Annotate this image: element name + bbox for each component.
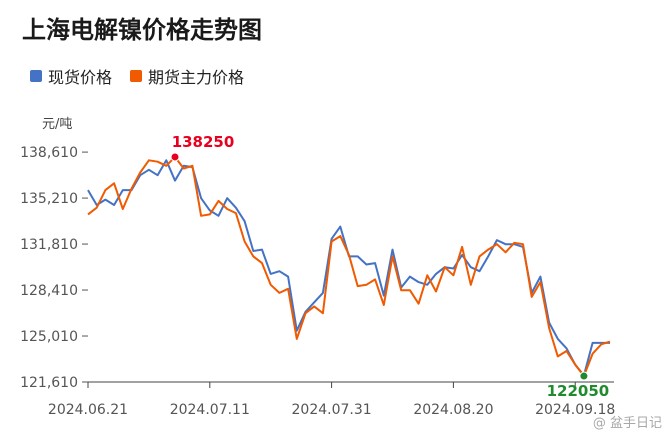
min-value-label: 122050 bbox=[547, 382, 610, 400]
legend-swatch-futures bbox=[130, 70, 143, 82]
x-tick-label: 2024.09.18 bbox=[535, 402, 615, 418]
y-tick-label: 121,610 bbox=[20, 375, 78, 391]
legend-item-futures[interactable]: 期货主力价格 bbox=[130, 64, 244, 88]
min-point-marker bbox=[579, 371, 589, 381]
legend: 现货价格 期货主力价格 bbox=[30, 64, 244, 88]
y-tick-label: 135,210 bbox=[20, 191, 78, 207]
y-tick-label: 125,010 bbox=[20, 329, 78, 345]
max-point-marker bbox=[170, 152, 180, 162]
series-line-futures bbox=[87, 156, 611, 377]
y-tick-label: 138,610 bbox=[20, 145, 78, 161]
x-tick-label: 2024.06.21 bbox=[48, 402, 128, 418]
legend-label-futures: 期货主力价格 bbox=[148, 68, 245, 87]
max-value-label: 138250 bbox=[172, 133, 235, 151]
series-line-spot bbox=[87, 159, 610, 377]
x-tick-label: 2024.07.11 bbox=[170, 402, 250, 418]
y-axis-unit-label: 元/吨 bbox=[42, 117, 72, 132]
y-tick-label: 128,410 bbox=[20, 283, 78, 299]
y-tick-label: 131,810 bbox=[20, 237, 78, 253]
x-tick-label: 2024.07.31 bbox=[292, 402, 372, 418]
chart-title: 上海电解镍价格走势图 bbox=[22, 16, 262, 44]
legend-label-spot: 现货价格 bbox=[48, 68, 113, 87]
watermark: @ 盆手日记 bbox=[592, 416, 662, 431]
legend-item-spot[interactable]: 现货价格 bbox=[30, 64, 112, 88]
x-tick-label: 2024.08.20 bbox=[413, 402, 493, 418]
legend-swatch-spot bbox=[30, 70, 42, 82]
